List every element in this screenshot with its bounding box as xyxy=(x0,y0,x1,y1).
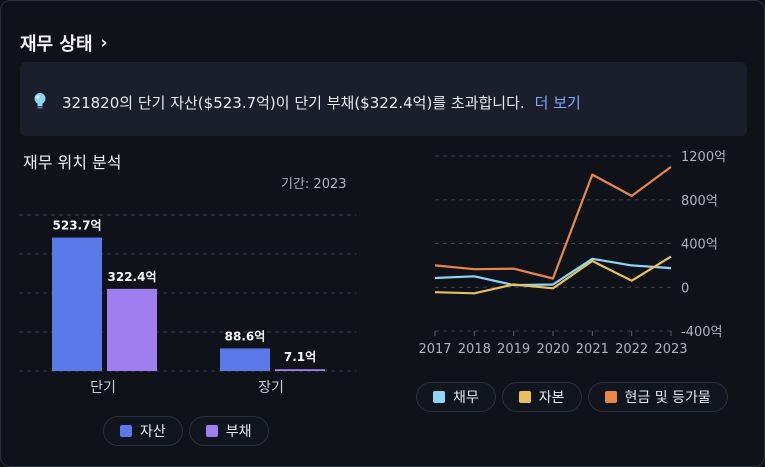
legend-equity[interactable]: 자본 xyxy=(501,382,582,412)
lightbulb-icon xyxy=(34,93,46,109)
y-tick-label: 800억 xyxy=(681,194,718,209)
more-link[interactable]: 더 보기 xyxy=(534,94,581,112)
debt-swatch xyxy=(433,391,445,403)
bar-value-label: 322.4억 xyxy=(108,270,157,284)
bar-category-label: 장기 xyxy=(258,380,284,396)
position-legend: 자산 부채 xyxy=(103,416,269,446)
x-tick-label: 2022 xyxy=(615,342,648,357)
legend-liabilities[interactable]: 부채 xyxy=(188,416,269,446)
x-tick-label: 2023 xyxy=(654,342,687,357)
legend-assets-label: 자산 xyxy=(140,424,166,440)
y-tick-label: -400억 xyxy=(681,325,722,340)
x-tick-label: 2017 xyxy=(418,342,451,357)
info-message: 321820의 단기 자산($523.7억)이 단기 부채($322.4억)를 … xyxy=(62,94,525,112)
cash-line xyxy=(434,166,672,280)
info-banner: 321820의 단기 자산($523.7억)이 단기 부채($322.4억)를 … xyxy=(20,62,747,136)
legend-assets[interactable]: 자산 xyxy=(103,416,183,446)
x-tick-label: 2019 xyxy=(497,342,530,357)
legend-cash-label: 현금 및 등가물 xyxy=(624,390,711,406)
liabilities-swatch xyxy=(205,425,218,437)
legend-debt-label: 채무 xyxy=(453,390,479,406)
x-tick-label: 2021 xyxy=(576,342,609,357)
position-analysis-title: 재무 위치 분석 xyxy=(23,153,122,172)
legend-debt[interactable]: 채무 xyxy=(416,382,496,412)
section-header[interactable]: 재무 상태 › xyxy=(20,30,108,56)
legend-liabilities-label: 부채 xyxy=(225,424,252,440)
trend-legend: 채무 자본 현금 및 등가물 xyxy=(416,382,728,412)
debt-line xyxy=(434,257,672,287)
x-tick-label: 2020 xyxy=(536,342,569,357)
trend-line-chart: 1200억 800억 400억 0 -400억 2017 2018 2019 2020 2021 2… xyxy=(418,150,726,357)
bar-value-label: 88.6억 xyxy=(225,329,266,343)
y-tick-label: 1200억 xyxy=(681,150,726,165)
chevron-right-icon[interactable]: › xyxy=(100,33,108,53)
bar-value-label: 523.7억 xyxy=(53,219,102,233)
bar-assets xyxy=(52,237,102,371)
assets-swatch xyxy=(120,425,132,437)
equity-swatch xyxy=(518,391,531,403)
y-tick-label: 0 xyxy=(681,281,689,296)
equity-line xyxy=(434,255,672,295)
y-tick-label: 400억 xyxy=(681,238,718,253)
period-label: 기간: 2023 xyxy=(281,177,347,192)
info-text: 321820의 단기 자산($523.7억)이 단기 부채($322.4억)를 … xyxy=(62,92,581,113)
section-title[interactable]: 재무 상태 xyxy=(20,34,93,55)
bar-value-label: 7.1억 xyxy=(284,350,316,364)
bar-liabilities xyxy=(107,288,157,371)
cash-swatch xyxy=(604,391,617,403)
legend-cash[interactable]: 현금 및 등가물 xyxy=(587,382,728,412)
x-tick-label: 2018 xyxy=(458,342,491,357)
bar-category-label: 단기 xyxy=(90,380,116,396)
legend-equity-label: 자본 xyxy=(538,390,565,406)
bar-assets xyxy=(220,348,270,371)
bar-liabilities xyxy=(275,369,325,371)
